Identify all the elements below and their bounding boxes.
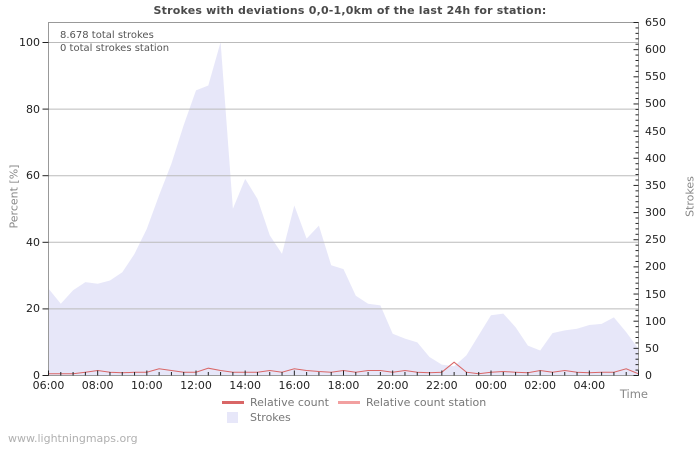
x-tick-label: 04:00: [573, 379, 606, 392]
y-right-tick-label: 650: [645, 16, 666, 29]
legend-label-relative-count: Relative count: [250, 396, 329, 409]
x-tick-label: 20:00: [376, 379, 409, 392]
legend-item-strokes: Strokes: [227, 411, 291, 424]
x-tick-label: 18:00: [327, 379, 360, 392]
relative-count-swatch: [222, 401, 244, 404]
y-left-tick-label: 100: [19, 36, 40, 49]
x-tick-label: 16:00: [278, 379, 311, 392]
strokes-swatch: [227, 412, 238, 423]
y-right-tick-label: 500: [645, 97, 666, 111]
watermark-url: www.lightningmaps.org: [8, 432, 138, 445]
annotation-total-strokes: 8.678 total strokes: [60, 30, 154, 41]
x-axis-label-time: Time: [619, 387, 648, 401]
y-left-tick-label: 80: [26, 102, 40, 116]
x-tick-label: 10:00: [130, 379, 163, 392]
x-tick-label: 22:00: [425, 379, 458, 392]
strokes-area-series: [48, 42, 639, 376]
x-tick-label: 06:00: [32, 379, 65, 392]
y-right-tick-label: 600: [645, 43, 666, 57]
y-right-tick-label: 250: [645, 233, 666, 247]
x-tick-label: 02:00: [524, 379, 556, 392]
x-tick-label: 14:00: [229, 379, 261, 392]
y-right-tick-label: 150: [645, 287, 666, 301]
legend-item-relative-count-station: Relative count station: [338, 396, 486, 409]
x-tick-label: 00:00: [475, 379, 507, 392]
y-left-tick-label: 40: [26, 235, 40, 249]
y-right-tick-label: 100: [645, 314, 666, 328]
y-left-tick-label: 0: [33, 369, 40, 382]
y-right-tick-label: 550: [645, 70, 666, 84]
y-left-tick-label: 60: [26, 169, 40, 183]
y-right-tick-label: 200: [645, 260, 666, 274]
legend-label-relative-count-station: Relative count station: [366, 396, 487, 409]
legend-label-strokes: Strokes: [250, 411, 291, 424]
chart-title: Strokes with deviations 0,0-1,0km of the…: [153, 4, 547, 17]
y-right-tick-label: 350: [645, 178, 666, 192]
x-tick-label: 12:00: [180, 379, 212, 392]
relative-count-station-swatch: [338, 401, 360, 404]
y-right-tick-label: 400: [645, 151, 666, 165]
y-left-tick-label: 20: [26, 302, 40, 316]
y-right-tick-label: 0: [645, 369, 652, 382]
y-right-tick-label: 450: [645, 124, 666, 138]
annotation-total-strokes-station: 0 total strokes station: [60, 43, 170, 54]
y-axis-label-percent: Percent [%]: [7, 164, 21, 229]
y-right-tick-label: 300: [645, 206, 666, 220]
y-right-tick-label: 50: [645, 341, 659, 355]
legend-item-relative-count: Relative count: [222, 396, 329, 409]
y-axis-label-strokes: Strokes: [683, 176, 697, 217]
x-tick-label: 08:00: [81, 379, 114, 392]
